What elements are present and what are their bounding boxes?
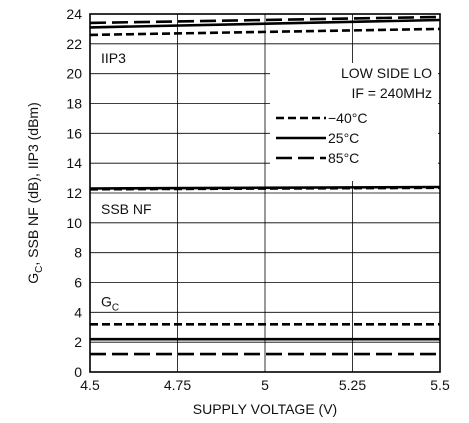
annotation-iip3: IIP3 — [101, 50, 126, 66]
y-tick-label: 18 — [66, 96, 82, 112]
series-line-iip3-40-c — [89, 27, 441, 37]
y-tick-label: 22 — [66, 36, 82, 52]
y-tick-label: 24 — [66, 6, 82, 22]
legend-heading: IF = 240MHz — [351, 85, 432, 101]
annotations: IIP3 SSB NF GC — [101, 50, 152, 313]
x-axis-label: SUPPLY VOLTAGE (V) — [193, 401, 337, 417]
y-tick-label: 10 — [66, 215, 82, 231]
annotation-g: GC — [101, 293, 119, 313]
y-tick-label: 12 — [66, 185, 82, 201]
y-tick-label: 6 — [74, 275, 82, 291]
legend: LOW SIDE LO IF = 240MHz −40°C 25°C 85°C — [276, 65, 432, 166]
y-tick-label: 16 — [66, 125, 82, 141]
y-axis-label: GC, SSB NF (dB), IIP3 (dBm) — [25, 102, 45, 284]
y-tick-label: 2 — [74, 334, 82, 350]
legend-label: 85°C — [328, 150, 359, 166]
y-tick-label: 14 — [66, 155, 82, 171]
series-line-iip3-85-c — [89, 15, 441, 25]
legend-label: 25°C — [328, 130, 359, 146]
series-lines — [89, 15, 441, 356]
x-tick-label: 5.25 — [339, 377, 366, 393]
x-tick-label: 5.5 — [430, 377, 450, 393]
y-tick-label: 20 — [66, 66, 82, 82]
y-tick-label: 0 — [74, 364, 82, 380]
legend-background — [270, 63, 438, 181]
x-tick-label: 4.5 — [80, 377, 100, 393]
y-tick-label: 4 — [74, 304, 82, 320]
series-line-ssb-nf-25-c — [89, 185, 441, 190]
legend-heading: LOW SIDE LO — [341, 65, 432, 81]
y-tick-label: 8 — [74, 245, 82, 261]
plot-frame — [89, 13, 441, 373]
series-line-iip3-25-c — [89, 18, 441, 29]
legend-label: −40°C — [328, 110, 367, 126]
x-tick-label: 5 — [261, 377, 269, 393]
annotation-ssb-nf: SSB NF — [101, 201, 152, 217]
x-tick-label: 4.75 — [164, 377, 191, 393]
